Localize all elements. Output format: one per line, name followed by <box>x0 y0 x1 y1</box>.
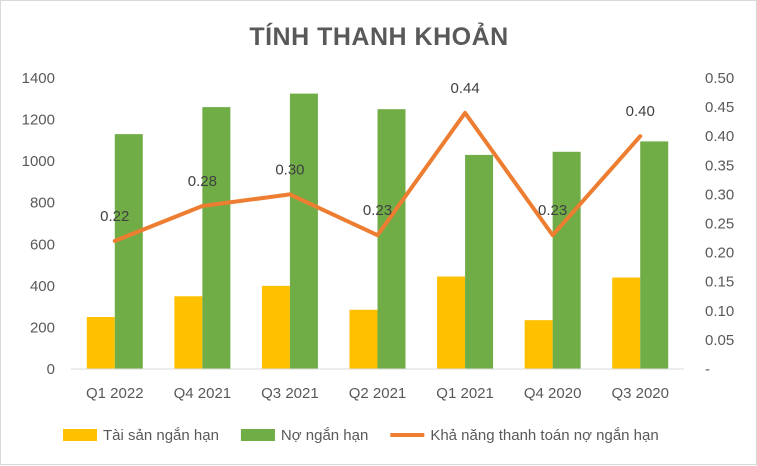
bar-no-ngan-han <box>377 109 406 369</box>
bar-no-ngan-han <box>552 151 581 369</box>
bar-no-ngan-han <box>640 141 669 369</box>
legend-swatch-1 <box>240 429 275 441</box>
line-data-label: 0.28 <box>188 173 217 190</box>
left-axis-tick-label: 600 <box>30 236 55 253</box>
legend: Tài sản ngắn hạn Nợ ngắn hạn Khả năng than… <box>63 427 659 444</box>
left-axis-tick-label: 400 <box>30 278 55 295</box>
line-series: 0.22 0.28 0.30 0.23 0.44 0.23 0.40 <box>100 80 655 243</box>
line-data-label: 0.30 <box>275 161 304 178</box>
left-axis: 0 200 400 600 800 1000 1200 1400 <box>22 70 55 378</box>
legend-swatch-0 <box>63 429 97 441</box>
line-data-label: 0.23 <box>538 202 567 219</box>
x-axis-category-label: Q4 2021 <box>174 385 232 402</box>
bar-series <box>86 93 669 369</box>
bar-tai-san-ngan-han <box>261 285 290 369</box>
x-axis-category-label: Q3 2020 <box>611 385 669 402</box>
x-axis-category-label: Q1 2021 <box>436 385 494 402</box>
bar-tai-san-ngan-han <box>86 317 115 369</box>
right-axis-tick-label: - <box>705 361 710 378</box>
right-axis-tick-label: 0.05 <box>705 332 734 349</box>
line-data-label: 0.22 <box>100 208 129 225</box>
left-axis-tick-label: 1000 <box>22 153 55 170</box>
bar-tai-san-ngan-han <box>612 277 641 369</box>
x-axis: Q1 2022 Q4 2021 Q3 2021 Q2 2021 Q1 2021 Q4 20… <box>86 385 669 402</box>
bar-no-ngan-han <box>289 93 318 369</box>
bar-no-ngan-han <box>465 154 494 369</box>
bar-tai-san-ngan-han <box>174 296 203 369</box>
left-axis-tick-label: 200 <box>30 319 55 336</box>
bar-tai-san-ngan-han <box>349 309 378 369</box>
left-axis-tick-label: 1400 <box>22 70 55 87</box>
legend-label: Nợ ngắn hạn <box>281 427 368 444</box>
bar-tai-san-ngan-han <box>437 276 466 369</box>
right-axis-tick-label: 0.15 <box>705 274 734 291</box>
right-axis: - 0.05 0.10 0.15 0.20 0.25 0.30 0.35 0.40 0.45 0.5… <box>705 70 734 378</box>
x-axis-category-label: Q3 2021 <box>261 385 319 402</box>
x-axis-category-label: Q4 2020 <box>524 385 582 402</box>
left-axis-tick-label: 0 <box>47 361 55 378</box>
line-kha-nang-thanh-toan <box>112 110 643 243</box>
right-axis-tick-label: 0.50 <box>705 70 734 87</box>
line-data-label: 0.44 <box>450 80 479 97</box>
line-data-label: 0.23 <box>363 202 392 219</box>
right-axis-tick-label: 0.30 <box>705 186 734 203</box>
line-data-label: 0.40 <box>626 103 655 120</box>
right-axis-tick-label: 0.35 <box>705 157 734 174</box>
left-axis-tick-label: 800 <box>30 195 55 212</box>
x-axis-category-label: Q2 2021 <box>349 385 407 402</box>
left-axis-tick-label: 1200 <box>22 112 55 129</box>
right-axis-tick-label: 0.20 <box>705 245 734 262</box>
right-axis-tick-label: 0.10 <box>705 303 734 320</box>
bar-no-ngan-han <box>114 134 143 369</box>
chart-title: TÍNH THANH KHOẢN <box>249 21 508 51</box>
x-axis-category-label: Q1 2022 <box>86 385 144 402</box>
legend-label: Tài sản ngắn hạn <box>103 427 219 444</box>
right-axis-tick-label: 0.40 <box>705 128 734 145</box>
bar-no-ngan-han <box>202 107 231 369</box>
bar-tai-san-ngan-han <box>524 320 553 369</box>
right-axis-tick-label: 0.25 <box>705 216 734 233</box>
right-axis-tick-label: 0.45 <box>705 99 734 116</box>
legend-label: Khả năng thanh toán nợ ngắn hạn <box>430 427 658 444</box>
